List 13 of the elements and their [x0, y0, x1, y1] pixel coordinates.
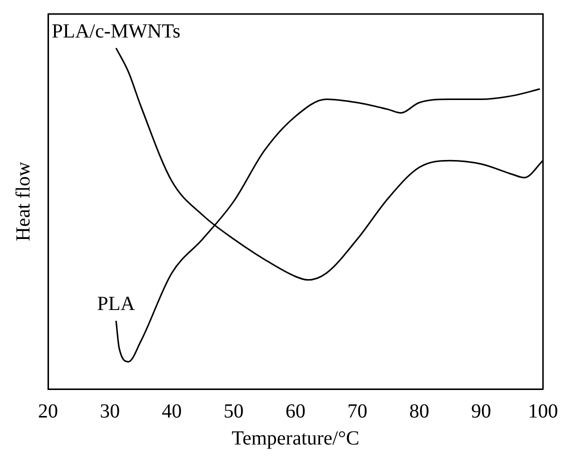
y-axis-title: Heat flow: [12, 161, 34, 242]
x-tick-label: 80: [409, 400, 430, 422]
x-tick-label: 40: [162, 400, 182, 422]
x-tick-label: 70: [347, 400, 368, 422]
x-tick-label: 30: [100, 400, 120, 422]
x-tick-label: 50: [224, 400, 244, 422]
series-label: PLA/c-MWNTs: [52, 20, 181, 42]
x-tick-label: 100: [528, 400, 558, 422]
x-tick-label: 90: [471, 400, 492, 422]
x-tick-label: 60: [286, 400, 306, 422]
x-axis-title: Temperature/°C: [232, 427, 360, 450]
series-label: PLA: [97, 293, 136, 316]
x-tick-label: 20: [38, 400, 58, 422]
